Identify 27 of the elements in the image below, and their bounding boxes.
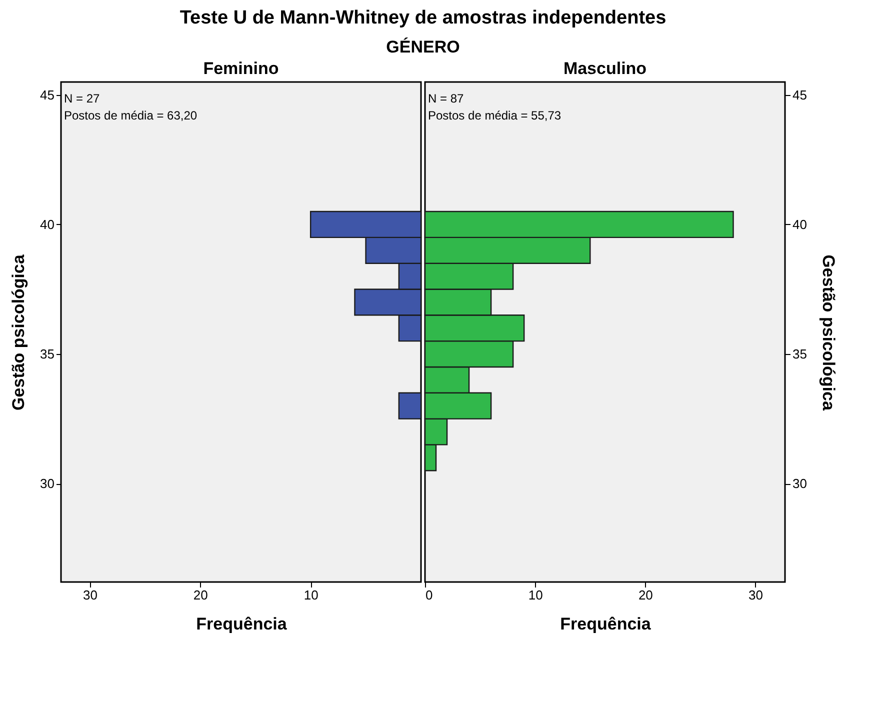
x-tick-label: 20 xyxy=(638,588,653,602)
annotation: Postos de média = 63,20 xyxy=(64,108,198,122)
x-tick-label: 30 xyxy=(748,588,764,602)
x-axis-title: Frequência xyxy=(196,614,288,634)
y-tick-label: 30 xyxy=(792,476,807,492)
legend-title: Feminino xyxy=(203,59,279,78)
y-tick-label: 45 xyxy=(40,87,54,102)
annotation: N = 27 xyxy=(64,92,100,106)
y-axis-title: Gestão psicológica xyxy=(9,254,28,410)
annotation: N = 87 xyxy=(428,92,464,106)
legend-title: Masculino xyxy=(563,59,647,78)
x-tick-label: 10 xyxy=(528,588,543,602)
x-tick-label: 0 xyxy=(426,588,433,602)
x-tick-label: 10 xyxy=(304,588,318,602)
chart-subtitle: GÉNERO xyxy=(386,36,460,56)
chart-title: Teste U de Mann-Whitney de amostras independentes xyxy=(180,7,666,28)
x-tick-label: 20 xyxy=(193,588,208,602)
annotation: Postos de média = 55,73 xyxy=(428,108,562,122)
y-tick-label: 40 xyxy=(40,216,54,232)
y-axis-title: Gestão psicológica xyxy=(818,254,838,411)
y-tick-label: 30 xyxy=(40,476,54,492)
y-tick-label: 35 xyxy=(40,346,54,362)
y-tick-label: 45 xyxy=(792,87,807,102)
x-axis-title: Frequência xyxy=(560,614,652,634)
y-tick-label: 40 xyxy=(792,216,807,232)
x-tick-label: 30 xyxy=(82,588,98,602)
y-tick-label: 35 xyxy=(792,346,807,362)
